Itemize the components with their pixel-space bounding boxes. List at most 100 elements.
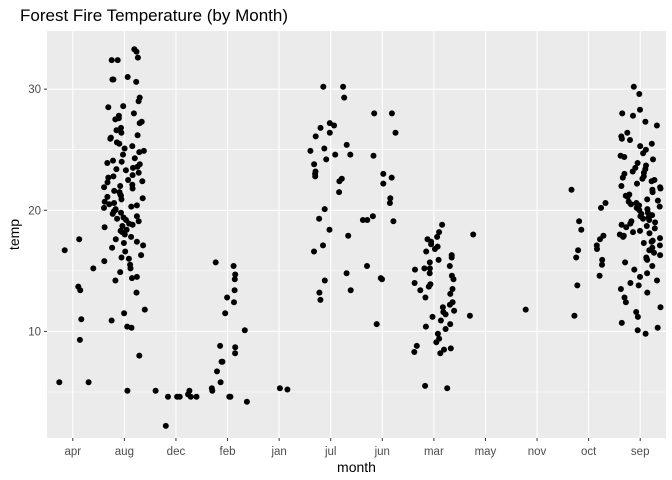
data-point xyxy=(113,127,120,134)
data-point xyxy=(141,306,148,313)
data-point xyxy=(439,221,446,228)
data-point xyxy=(85,379,92,386)
data-point xyxy=(436,229,443,236)
data-point xyxy=(448,254,455,261)
data-point xyxy=(370,152,377,159)
data-point xyxy=(650,156,656,163)
x-tick-label: jun xyxy=(374,446,390,458)
data-point xyxy=(114,215,121,222)
data-point xyxy=(423,248,430,255)
data-point xyxy=(633,309,640,315)
data-point xyxy=(599,261,605,268)
data-point xyxy=(120,103,127,110)
data-point xyxy=(134,132,141,139)
data-point xyxy=(174,393,181,400)
data-point xyxy=(657,184,664,191)
data-point xyxy=(345,232,352,239)
data-point xyxy=(109,244,116,251)
data-point xyxy=(633,204,640,211)
data-point xyxy=(136,120,143,127)
data-point xyxy=(90,265,97,272)
x-tick-label: oct xyxy=(581,446,597,458)
data-point xyxy=(122,248,129,255)
data-point xyxy=(129,185,136,192)
data-point xyxy=(598,204,604,211)
data-point xyxy=(241,327,248,334)
data-point xyxy=(627,280,634,286)
data-point xyxy=(133,238,140,245)
data-point xyxy=(371,110,378,117)
minor-grid xyxy=(47,149,666,393)
data-point xyxy=(624,129,631,136)
y-axis-title: temp xyxy=(6,219,22,250)
data-point xyxy=(140,147,147,154)
data-point xyxy=(644,289,651,296)
data-point xyxy=(637,143,644,150)
data-points xyxy=(56,46,664,429)
data-point xyxy=(130,110,137,117)
x-axis-title: month xyxy=(337,459,376,475)
data-point xyxy=(193,393,200,400)
data-point xyxy=(652,219,659,226)
data-point xyxy=(226,393,233,400)
data-point xyxy=(618,135,625,142)
data-point xyxy=(373,321,380,328)
data-point xyxy=(118,124,124,131)
data-point xyxy=(129,221,136,228)
data-point xyxy=(618,319,625,326)
data-point xyxy=(114,57,121,64)
data-point xyxy=(634,327,641,334)
data-point xyxy=(56,379,63,386)
data-point xyxy=(632,164,639,171)
y-tick-label: 30 xyxy=(28,84,41,96)
data-point xyxy=(107,135,114,142)
data-point xyxy=(651,249,657,256)
data-point xyxy=(634,180,640,187)
data-point xyxy=(571,312,578,319)
data-point xyxy=(470,231,477,238)
data-point xyxy=(101,184,108,191)
data-point xyxy=(124,387,131,394)
data-point xyxy=(411,280,418,286)
data-point xyxy=(426,265,433,272)
data-point xyxy=(117,183,124,189)
data-point xyxy=(133,78,140,85)
data-point xyxy=(118,129,125,136)
data-point xyxy=(121,145,128,152)
data-point xyxy=(651,177,658,183)
data-point xyxy=(112,277,119,284)
data-point xyxy=(136,149,143,156)
data-point xyxy=(426,270,433,277)
data-point xyxy=(369,213,376,220)
data-point xyxy=(219,358,226,365)
data-point xyxy=(105,174,112,181)
data-point xyxy=(110,173,117,180)
data-point xyxy=(136,352,143,359)
data-point xyxy=(628,201,634,208)
data-point xyxy=(621,294,628,301)
data-point xyxy=(447,345,454,352)
data-point xyxy=(642,118,649,125)
data-point xyxy=(602,200,609,206)
data-point xyxy=(231,299,237,306)
data-point xyxy=(122,167,129,174)
data-point xyxy=(627,137,633,143)
data-point xyxy=(138,252,145,259)
data-point xyxy=(232,344,239,351)
data-point xyxy=(422,382,429,389)
data-point xyxy=(311,161,318,168)
data-point xyxy=(336,189,343,196)
data-point xyxy=(331,122,338,129)
data-point xyxy=(110,157,116,164)
data-point xyxy=(326,226,333,233)
data-point xyxy=(622,259,629,266)
data-point xyxy=(631,266,638,273)
data-point xyxy=(437,317,444,324)
data-point xyxy=(139,178,146,185)
y-tick-label: 20 xyxy=(28,205,41,217)
data-point xyxy=(231,287,238,294)
data-point xyxy=(118,209,124,216)
data-point xyxy=(316,289,323,296)
data-point xyxy=(320,83,327,90)
